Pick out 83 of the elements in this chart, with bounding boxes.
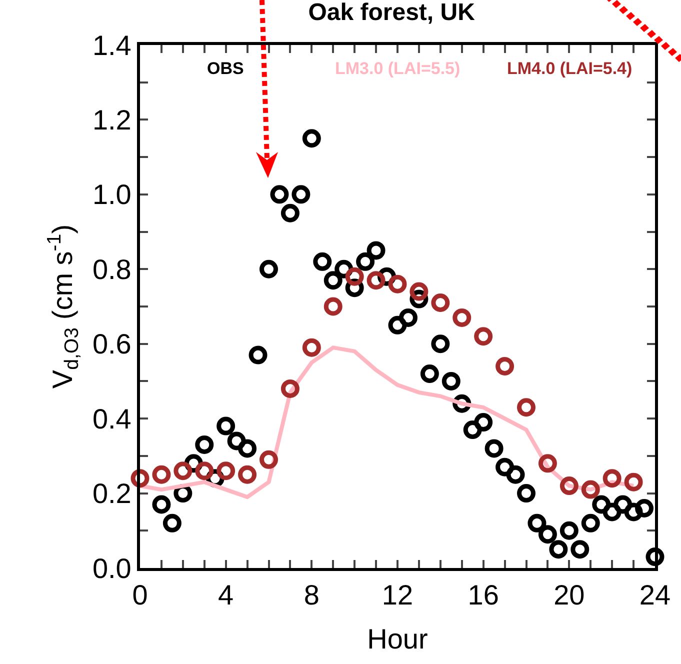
point — [292, 185, 310, 204]
point — [216, 416, 236, 436]
point — [174, 462, 192, 480]
x-tick-label: 16 — [468, 580, 499, 611]
point — [602, 469, 622, 488]
text: LM3.0 (LAI=5.5) — [335, 59, 460, 78]
point — [366, 241, 386, 260]
point — [442, 372, 460, 390]
point — [162, 514, 182, 532]
point — [474, 413, 493, 432]
point — [388, 316, 407, 334]
x-tick-label: 4 — [218, 580, 234, 611]
point — [538, 525, 557, 544]
point — [506, 465, 525, 484]
point — [570, 540, 590, 559]
point — [581, 480, 600, 499]
point — [496, 458, 514, 476]
text: OBS — [207, 59, 244, 78]
point — [195, 462, 214, 480]
point — [560, 476, 578, 496]
point — [517, 484, 536, 503]
point — [592, 495, 611, 514]
text: LM4.0 (LAI=5.4) — [507, 59, 632, 78]
point — [410, 282, 428, 301]
point — [366, 271, 386, 290]
x-tick-label: 20 — [554, 580, 585, 611]
y-tick-label: 1.0 — [92, 179, 132, 210]
point — [345, 267, 364, 286]
y-tick-label: 0.0 — [92, 552, 132, 584]
x-tick-label: 0 — [132, 580, 148, 611]
y-tick-label: 0.8 — [92, 254, 132, 285]
x-axis-title: Hour — [367, 624, 428, 655]
y-tick-label: 0.4 — [92, 403, 132, 434]
point — [238, 439, 257, 458]
point — [302, 338, 321, 357]
point — [216, 462, 236, 480]
y-tick-label: 0.2 — [92, 478, 132, 510]
point — [324, 271, 342, 290]
x-tick-label: 24 — [639, 580, 671, 611]
point — [248, 346, 268, 364]
point — [602, 502, 622, 522]
point — [152, 495, 171, 514]
x-tick-label: 8 — [304, 580, 320, 611]
point — [624, 472, 643, 492]
point — [484, 439, 504, 458]
point — [238, 465, 257, 484]
point — [152, 465, 171, 484]
x-tick-label: 12 — [382, 580, 414, 611]
point — [388, 274, 407, 294]
point — [356, 252, 375, 271]
point — [496, 357, 514, 376]
point — [260, 260, 278, 278]
point — [260, 450, 278, 469]
point — [270, 185, 289, 204]
point — [227, 432, 246, 450]
point — [195, 435, 214, 454]
point — [474, 327, 493, 346]
point — [581, 514, 600, 532]
point — [517, 398, 536, 417]
point — [130, 469, 150, 488]
point — [624, 502, 643, 522]
point — [431, 294, 450, 312]
point — [302, 129, 321, 148]
point — [538, 454, 557, 473]
point — [452, 308, 472, 327]
chart-title: Oak forest, UK — [308, 0, 476, 26]
point — [528, 514, 546, 532]
y-tick-label: 1.4 — [92, 30, 132, 61]
point — [463, 420, 482, 440]
point — [280, 204, 300, 222]
point — [420, 364, 439, 383]
point — [560, 521, 578, 540]
point — [614, 495, 632, 514]
y-tick-label: 1.2 — [92, 104, 132, 136]
point — [646, 548, 664, 566]
point — [431, 334, 450, 354]
point — [549, 540, 568, 559]
y-tick-label: 0.6 — [92, 328, 132, 360]
point — [398, 308, 418, 327]
point — [313, 252, 332, 271]
point — [324, 297, 342, 316]
point — [635, 498, 654, 518]
point — [280, 379, 300, 398]
